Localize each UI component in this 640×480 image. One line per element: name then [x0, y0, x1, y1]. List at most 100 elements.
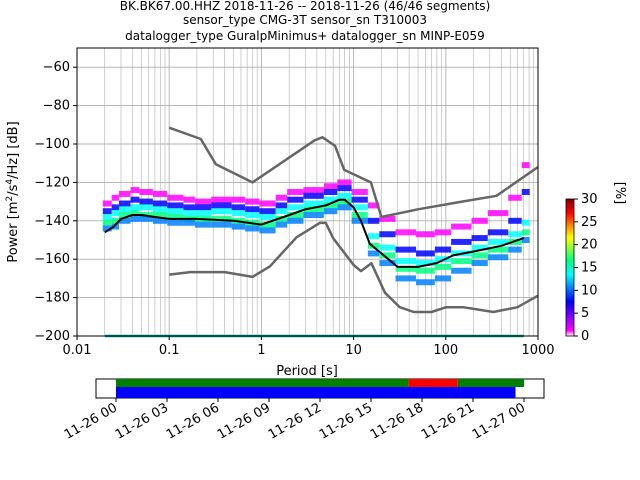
psd-cell	[416, 267, 435, 274]
y-axis-label: Power [m2/s4/Hz] [dB]	[5, 121, 21, 262]
psd-cell	[194, 210, 212, 217]
colorbar-tick-label: 20	[581, 238, 598, 253]
psd-cell	[367, 217, 380, 224]
psd-cell	[434, 275, 452, 282]
psd-cell	[211, 215, 232, 222]
psd-cell	[111, 204, 119, 211]
psd-cell	[416, 279, 435, 286]
psd-cell	[139, 198, 153, 205]
timeline-bars	[116, 379, 524, 398]
psd-cell	[211, 196, 232, 203]
psd-cell	[139, 204, 153, 211]
psd-cell	[275, 221, 288, 228]
psd-cell	[351, 196, 368, 203]
colorbar-gradient	[565, 198, 575, 337]
psd-cell	[287, 204, 304, 211]
colorbar: 0 5 10 15 20 25 30 [%]	[565, 182, 627, 344]
series-line-noise-model-high-long-period	[381, 165, 539, 219]
psd-cell	[367, 250, 380, 257]
timeline-tick-label: 11-26 18	[368, 400, 426, 442]
psd-histogram-cells	[102, 162, 530, 286]
psd-cell	[471, 235, 488, 242]
psd-cell	[118, 190, 131, 197]
psd-cell	[211, 202, 232, 209]
colorbar-label: [%]	[612, 182, 627, 205]
psd-cell	[130, 215, 140, 222]
psd-cell	[337, 179, 352, 186]
psd-cell	[287, 189, 304, 195]
psd-cell	[259, 221, 276, 228]
psd-cell	[245, 206, 260, 213]
y-tick-label: −80	[43, 99, 70, 114]
psd-cell	[487, 210, 509, 217]
psd-cell	[487, 246, 509, 253]
psd-cell	[111, 194, 119, 201]
psd-cell	[379, 231, 396, 238]
y-axis-ticks: −200 −180 −160 −140 −120 −100 −80 −60	[34, 60, 77, 344]
timeline-gap-segment	[457, 379, 524, 387]
x-axis-label: Period [s]	[276, 364, 338, 379]
psd-cell	[451, 258, 472, 265]
psd-cell	[471, 252, 488, 259]
y-tick-label: −200	[34, 329, 70, 344]
colorbar-tick-label: 25	[581, 215, 598, 230]
psd-cell	[487, 229, 509, 236]
psd-cell	[211, 221, 232, 228]
psd-cell	[231, 204, 246, 211]
psd-cell	[194, 198, 212, 205]
psd-cell	[395, 229, 417, 236]
psd-cell	[152, 217, 168, 224]
psd-cell	[508, 194, 522, 201]
psd-cell	[508, 217, 522, 224]
psd-cell	[231, 196, 246, 203]
x-tick-label: 1	[257, 343, 265, 358]
psd-cell	[183, 196, 195, 203]
timeline-tick-label: 11-27 00	[470, 400, 528, 442]
psd-cell	[167, 213, 184, 220]
psd-cell	[130, 204, 140, 211]
y-tick-label: −140	[34, 214, 70, 229]
psd-cell	[259, 213, 276, 220]
grid-lines	[76, 48, 538, 337]
psd-cell	[194, 221, 212, 228]
psd-cell	[434, 263, 452, 270]
psd-cell	[337, 192, 352, 199]
psd-cell	[259, 200, 276, 207]
psd-cell	[130, 196, 140, 203]
x-tick-label: 100	[433, 343, 458, 358]
psd-cell	[211, 208, 232, 215]
psd-cell	[287, 217, 304, 224]
psd-cell	[102, 219, 112, 226]
psd-cell	[118, 206, 131, 213]
timeline-gap-segment	[116, 379, 409, 387]
timeline-tick-label: 11-26 03	[113, 400, 171, 442]
psd-cell	[323, 202, 338, 209]
psd-cell	[102, 200, 112, 207]
psd-cell	[183, 219, 195, 226]
psd-cell	[521, 162, 530, 169]
timeline-gap-segment	[408, 379, 458, 387]
colorbar-ticks: 0 5 10 15 20 25 30	[574, 192, 598, 344]
psd-cell	[395, 265, 417, 272]
psd-cell	[351, 189, 368, 195]
psd-cell	[118, 217, 131, 224]
psd-cell	[416, 231, 435, 238]
psd-cell	[323, 196, 338, 203]
timeline-tick-label: 11-26 12	[266, 400, 324, 442]
psd-cell	[379, 244, 396, 251]
psd-cell	[337, 204, 352, 211]
psd-cell	[152, 206, 168, 213]
psd-cell	[379, 215, 396, 222]
psd-cell	[167, 194, 184, 201]
psd-cell	[351, 217, 368, 224]
psd-cell	[367, 202, 380, 209]
psd-cell	[167, 202, 184, 209]
y-tick-label: −60	[43, 60, 70, 75]
psd-cell	[416, 250, 435, 257]
psd-cell	[245, 198, 260, 205]
series-line-noise-model-low	[169, 221, 539, 314]
psd-cell	[152, 190, 168, 197]
psd-cell	[395, 275, 417, 282]
psd-cell	[521, 219, 530, 226]
